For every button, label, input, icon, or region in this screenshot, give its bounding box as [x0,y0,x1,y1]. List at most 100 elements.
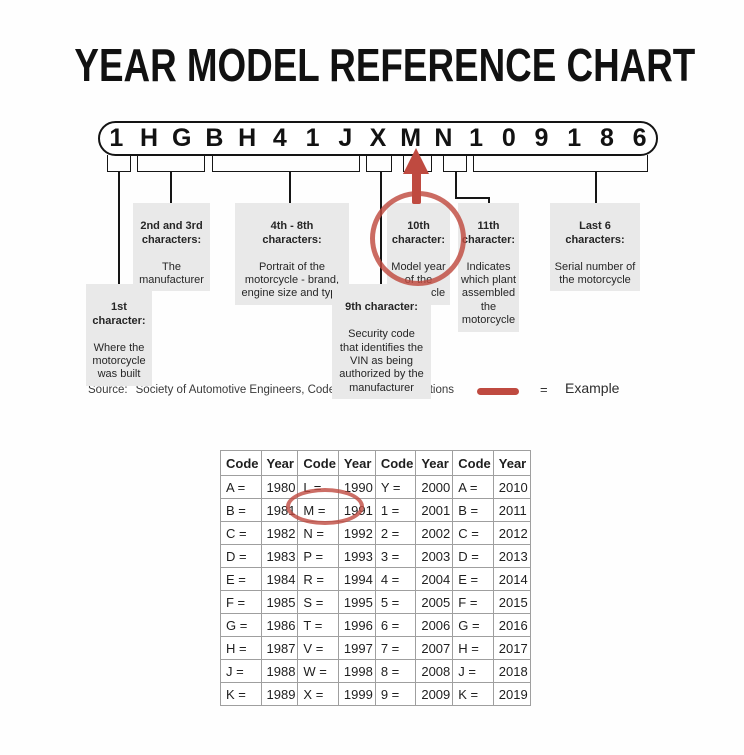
callout-2nd-3rd-characters: 2nd and 3rd characters: The manufacturer [133,203,210,292]
year-code-cell: 2015 [492,590,531,614]
year-code-cell: J = [452,659,494,683]
year-code-cell: 1994 [337,567,376,591]
vin-character: 0 [501,124,516,152]
year-code-cell: 1993 [337,544,376,568]
year-code-cell: 4 = [374,567,417,591]
vin-character: 1 [109,124,124,152]
source-label: Source: [88,384,128,396]
column-header: Code [374,450,417,476]
table-row: J = 1988 W = 1998 8 = 2008 J = 2018 [220,659,531,683]
column-header: Year [337,450,376,476]
vin-character: X [369,124,387,152]
vin-character: 8 [599,124,614,152]
column-header: Code [220,450,262,476]
year-code-cell: 2010 [492,475,531,499]
table-row: G = 1986 T = 1996 6 = 2006 G = 2016 [220,613,531,637]
callout-1st-character: 1st character: Where the motorcycle was … [86,284,152,386]
year-code-cell: 1987 [260,636,299,660]
connector-11th-character-drop [488,197,490,204]
year-code-cell: 9 = [374,682,417,706]
year-code-cell: W = [297,659,339,683]
table-row: H = 1987 V = 1997 7 = 2007 H = 2017 [220,636,531,660]
year-code-cell: 1984 [260,567,299,591]
callout-body: The manufacturer [139,260,204,287]
year-code-cell: B = [452,498,494,522]
vin-character: B [205,124,224,152]
year-code-cell: N = [297,521,339,545]
legend-example-label: Example [565,380,620,396]
year-code-cell: J = [220,659,262,683]
year-code-cell: 1988 [260,659,299,683]
year-code-cell: S = [297,590,339,614]
connector-11th-character-vertical [455,171,457,198]
year-code-cell: 1989 [260,682,299,706]
table-header-row: Code Year Code Year Code Year Code Year [220,450,531,476]
vin-character: H [238,124,257,152]
year-code-cell: 1980 [260,475,299,499]
table-row: A = 1980 L = 1990 Y = 2000 A = 2010 [220,475,531,499]
vin-character: J [338,124,353,152]
year-code-cell: 2005 [415,590,454,614]
year-code-table: Code Year Code Year Code Year Code Year A = 1980 L… [220,450,531,706]
table-row: F = 1985 S = 1995 5 = 2005 F = 2015 [220,590,531,614]
year-code-cell: 2018 [492,659,531,683]
year-code-cell: 3 = [374,544,417,568]
year-code-cell: 2006 [415,613,454,637]
year-code-cell: 1991 [337,498,376,522]
page-title: YEAR MODEL REFERENCE CHART [74,39,696,91]
callout-body: Serial number of the motorcycle [554,260,636,287]
year-code-cell: E = [220,567,262,591]
vin-character: M [400,124,422,152]
year-code-cell: 2012 [492,521,531,545]
table-row: K = 1989 X = 1999 9 = 2009 K = 2019 [220,682,531,706]
year-code-cell: 2008 [415,659,454,683]
callout-body: Where the motorcycle was built [92,341,146,381]
column-header: Year [260,450,299,476]
year-code-cell: 6 = [374,613,417,637]
year-code-cell: T = [297,613,339,637]
vin-character: N [434,124,453,152]
table-row: C = 1982 N = 1992 2 = 2002 C = 2012 [220,521,531,545]
year-code-cell: F = [220,590,262,614]
year-code-cell: 1982 [260,521,299,545]
year-code-cell: 2001 [415,498,454,522]
column-header: Year [492,450,531,476]
table-row: B = 1981 M = 1991 1 = 2001 B = 2011 [220,498,531,522]
callout-heading: 1st character: [92,301,146,327]
callout-heading: 4th - 8th characters: [262,220,322,246]
year-code-cell: 1983 [260,544,299,568]
year-code-cell: 1997 [337,636,376,660]
bracket-4th-8th-characters [212,155,360,172]
year-code-cell: G = [220,613,262,637]
year-code-cell: 2007 [415,636,454,660]
year-code-cell: 2017 [492,636,531,660]
year-code-cell: 2011 [492,498,531,522]
table-row: E = 1984 R = 1994 4 = 2004 E = 2014 [220,567,531,591]
vin-character: H [140,124,159,152]
bracket-11th-character [443,155,467,172]
year-code-cell: E = [452,567,494,591]
year-code-cell: 1999 [337,682,376,706]
vin-character: 1 [567,124,582,152]
year-code-cell: L = [297,475,339,499]
callout-4th-8th-characters: 4th - 8th characters: Portrait of the mo… [235,203,349,305]
connector-last-6-characters [595,171,597,203]
year-code-cell: 7 = [374,636,417,660]
bracket-1st-character [107,155,131,172]
vin-character: 1 [469,124,484,152]
callout-heading: 10th character: [391,220,446,246]
year-code-cell: 1985 [260,590,299,614]
year-code-cell: A = [452,475,494,499]
year-code-cell: 8 = [374,659,417,683]
year-code-cell: X = [297,682,339,706]
year-code-cell: 2000 [415,475,454,499]
callout-body: Security code that identifies the VIN as… [339,328,424,394]
year-code-cell: K = [220,682,262,706]
vin-character: 9 [534,124,549,152]
year-code-cell: 1995 [337,590,376,614]
year-code-cell: G = [452,613,494,637]
callout-heading: 2nd and 3rd characters: [140,220,203,246]
vin-character: 1 [305,124,320,152]
